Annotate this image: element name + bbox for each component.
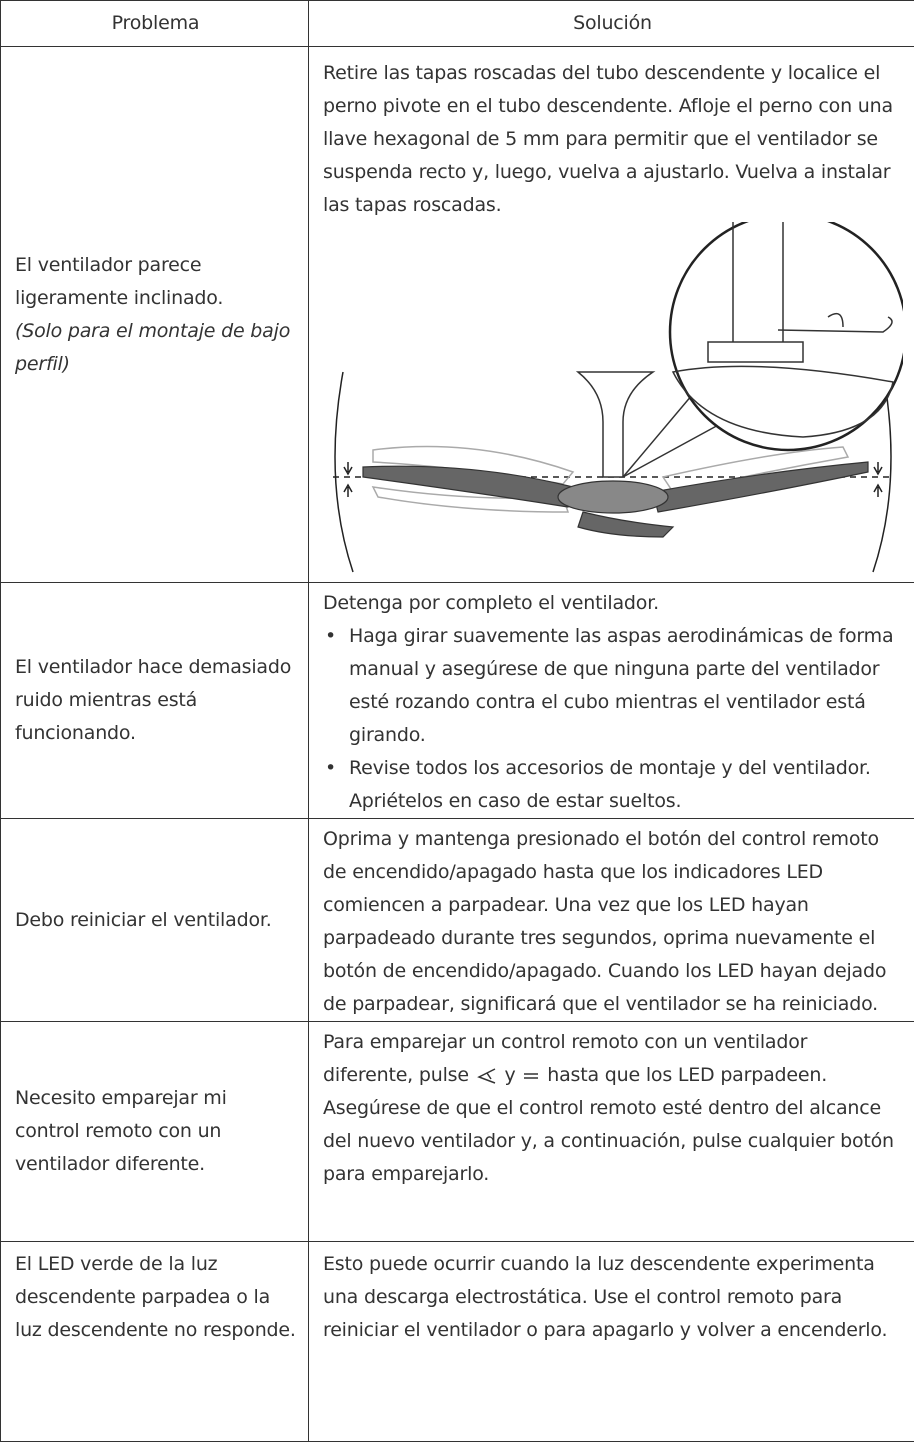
problem-cell: Necesito emparejar mi control remoto con… bbox=[1, 1022, 309, 1242]
problem-cell: El LED verde de la luz descendente parpa… bbox=[1, 1242, 309, 1442]
solution-cell: Retire las tapas roscadas del tubo desce… bbox=[309, 47, 914, 583]
page: Problema Solución El ventilador parece l… bbox=[0, 0, 914, 1290]
bullet-list: Haga girar suavemente las aspas aerodiná… bbox=[323, 620, 902, 818]
problem: El ventilador parece ligeramente inclina… bbox=[15, 254, 223, 309]
bullet: Revise todos los accesorios de montaje y… bbox=[349, 752, 902, 818]
bullet: Haga girar suavemente las aspas aerodiná… bbox=[349, 620, 902, 752]
solution: Retire las tapas roscadas del tubo desce… bbox=[323, 57, 902, 222]
row: El ventilador hace demasiado ruido mient… bbox=[1, 583, 914, 819]
header-cell: Problema bbox=[1, 1, 309, 47]
solution-cell: Para emparejar un control remoto con un … bbox=[309, 1022, 914, 1242]
row: Necesito emparejar mi control remoto con… bbox=[1, 1022, 914, 1242]
solution-cell: Esto puede ocurrir cuando la luz descend… bbox=[309, 1242, 914, 1442]
row: Debo reiniciar el ventilador. Oprima y m… bbox=[1, 819, 914, 1022]
header-row: Problema Solución bbox=[1, 1, 914, 47]
header-cell: Solución bbox=[309, 1, 914, 47]
problem-note: (Solo para el montaje de bajo perfil) bbox=[15, 320, 290, 375]
problem-cell: El ventilador parece ligeramente inclina… bbox=[1, 47, 309, 583]
solution-part: y bbox=[505, 1064, 516, 1086]
row: El LED verde de la luz descendente parpa… bbox=[1, 1242, 914, 1442]
fan-icon bbox=[475, 1067, 499, 1085]
fan-illustration bbox=[323, 222, 903, 582]
solution-cell: Oprima y mantenga presionado el botón de… bbox=[309, 819, 914, 1022]
problem-cell: El ventilador hace demasiado ruido mient… bbox=[1, 583, 309, 819]
solution: Detenga por completo el ventilador. bbox=[323, 587, 902, 620]
row: El ventilador parece ligeramente inclina… bbox=[1, 47, 914, 583]
problem-cell: Debo reiniciar el ventilador. bbox=[1, 819, 309, 1022]
minus-icon bbox=[521, 1067, 541, 1085]
solution-cell: Detenga por completo el ventilador. Haga… bbox=[309, 583, 914, 819]
